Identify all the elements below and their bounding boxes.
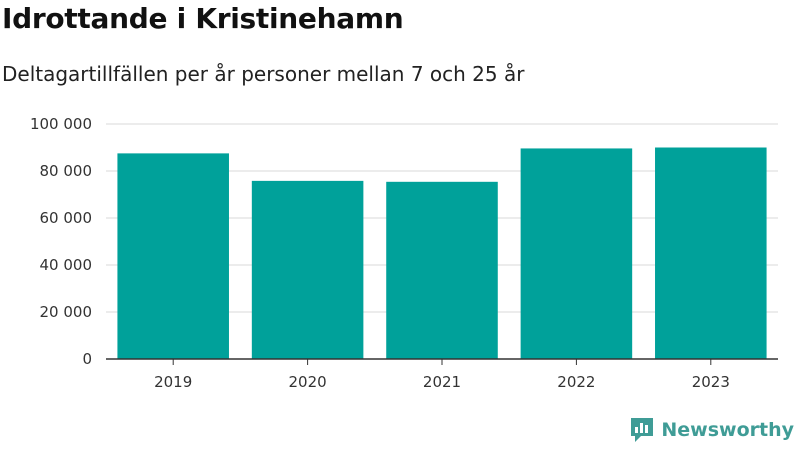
y-tick-label: 80 000 <box>40 162 93 180</box>
bar-2022 <box>520 148 633 359</box>
bar-2023 <box>655 147 767 359</box>
chart-subtitle: Deltagartillfällen per år personer mella… <box>2 62 525 86</box>
chart-title: Idrottande i Kristinehamn <box>2 2 404 35</box>
y-axis-ticks: 0 20 000 40 000 60 000 80 000 100 000 <box>30 115 92 368</box>
bar-2020 <box>251 180 364 359</box>
bars <box>117 147 767 359</box>
newsworthy-logo-icon <box>631 418 654 442</box>
brand-logo: Newsworthy <box>629 416 794 444</box>
y-tick-label: 0 <box>82 350 92 368</box>
y-tick-label: 60 000 <box>40 209 93 227</box>
x-tick-label: 2023 <box>692 373 730 391</box>
bar-2019 <box>117 153 229 359</box>
x-tick-label: 2021 <box>423 373 461 391</box>
x-tick-label: 2020 <box>289 373 327 391</box>
y-tick-label: 100 000 <box>30 115 92 133</box>
y-tick-label: 40 000 <box>40 256 93 274</box>
y-tick-label: 20 000 <box>40 303 93 321</box>
bar-2021 <box>386 181 498 359</box>
x-axis-ticks: 2019 2020 2021 2022 2023 <box>154 359 730 391</box>
x-tick-label: 2022 <box>557 373 595 391</box>
x-tick-label: 2019 <box>154 373 192 391</box>
brand-name: Newsworthy <box>661 419 794 441</box>
